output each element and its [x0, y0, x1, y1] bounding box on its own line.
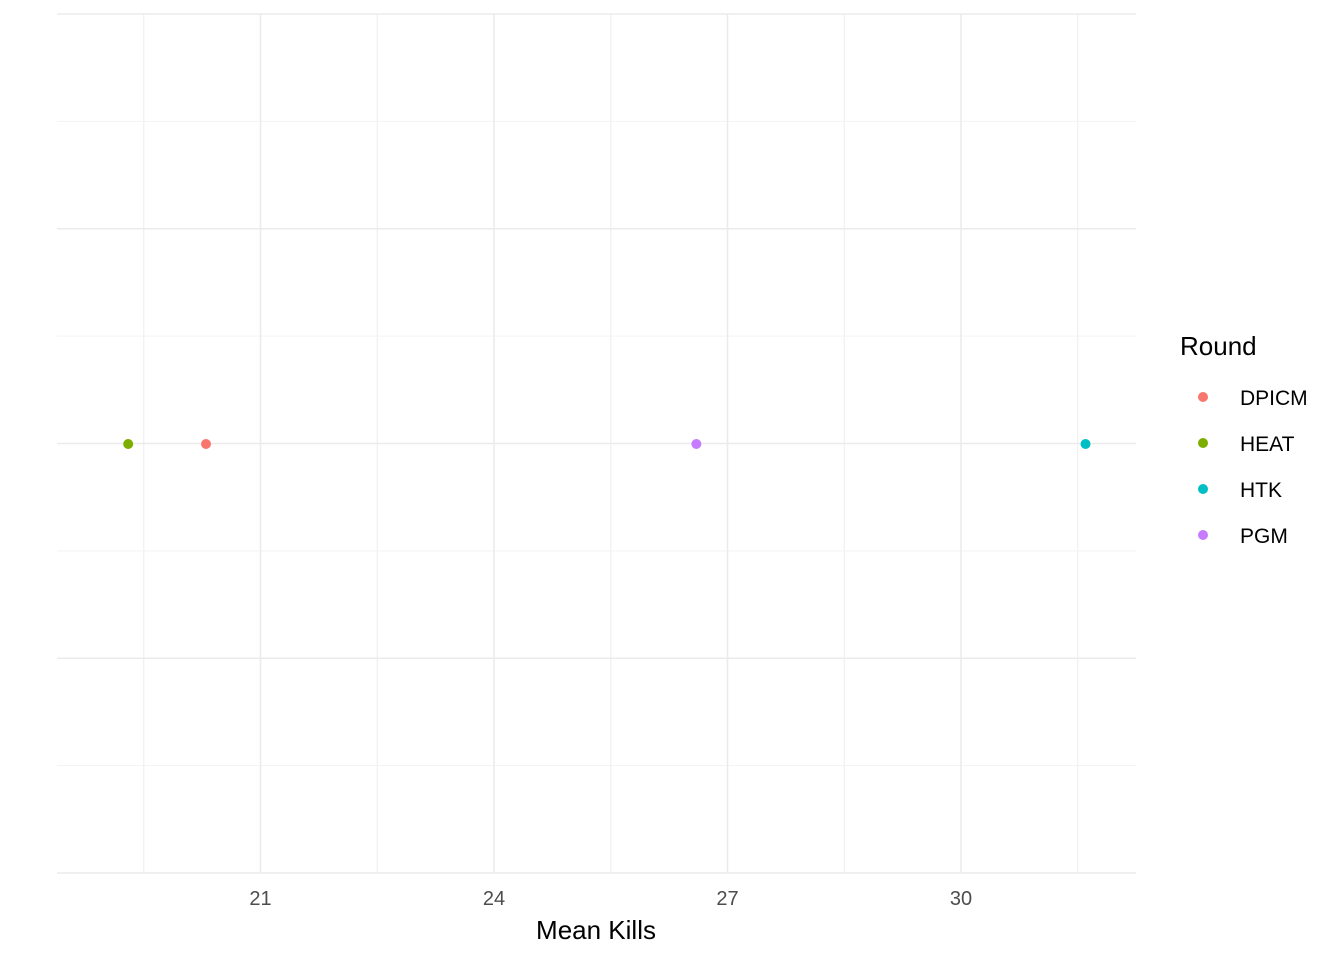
- legend-items: DPICM HEAT HTK PGM: [1198, 387, 1308, 548]
- legend: Round DPICM HEAT HTK PGM: [1180, 331, 1308, 548]
- data-point-pgm: [691, 439, 702, 449]
- x-tick-label: 24: [483, 888, 505, 910]
- legend-key-htk: [1198, 484, 1208, 494]
- legend-item-htk: HTK: [1198, 479, 1282, 502]
- data-points: [123, 439, 1091, 449]
- data-point-htk: [1080, 439, 1091, 449]
- legend-label: DPICM: [1240, 387, 1308, 410]
- legend-label: HTK: [1240, 479, 1282, 502]
- x-axis-ticks: 21 24 27 30: [249, 888, 972, 910]
- legend-key-dpicm: [1198, 392, 1208, 402]
- legend-item-heat: HEAT: [1198, 433, 1295, 456]
- major-grid: [57, 13, 1136, 874]
- x-tick-label: 30: [950, 888, 972, 910]
- legend-label: PGM: [1240, 525, 1288, 548]
- x-tick-label: 27: [716, 888, 738, 910]
- legend-label: HEAT: [1240, 433, 1295, 456]
- data-point-heat: [123, 439, 134, 449]
- x-tick-label: 21: [249, 888, 271, 910]
- legend-key-heat: [1198, 438, 1208, 448]
- legend-title: Round: [1180, 331, 1257, 361]
- legend-item-pgm: PGM: [1198, 525, 1288, 548]
- legend-key-pgm: [1198, 530, 1208, 540]
- legend-item-dpicm: DPICM: [1198, 387, 1308, 410]
- x-axis-title: Mean Kills: [536, 915, 656, 945]
- data-point-dpicm: [201, 439, 212, 449]
